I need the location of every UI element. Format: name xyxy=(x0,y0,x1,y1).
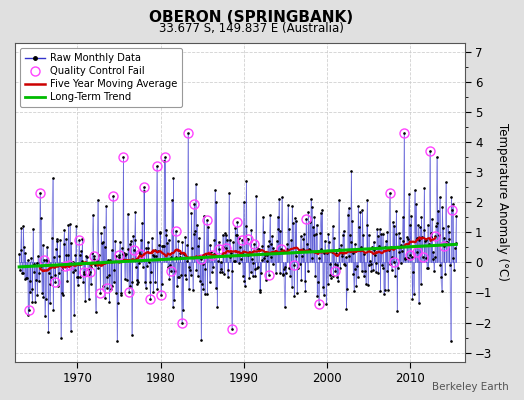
Text: OBERON (SPRINGBANK): OBERON (SPRINGBANK) xyxy=(149,10,354,25)
Legend: Raw Monthly Data, Quality Control Fail, Five Year Moving Average, Long-Term Tren: Raw Monthly Data, Quality Control Fail, … xyxy=(20,48,182,107)
Text: Berkeley Earth: Berkeley Earth xyxy=(432,382,508,392)
Y-axis label: Temperature Anomaly (°C): Temperature Anomaly (°C) xyxy=(496,123,509,281)
Text: 33.677 S, 149.837 E (Australia): 33.677 S, 149.837 E (Australia) xyxy=(159,22,344,35)
